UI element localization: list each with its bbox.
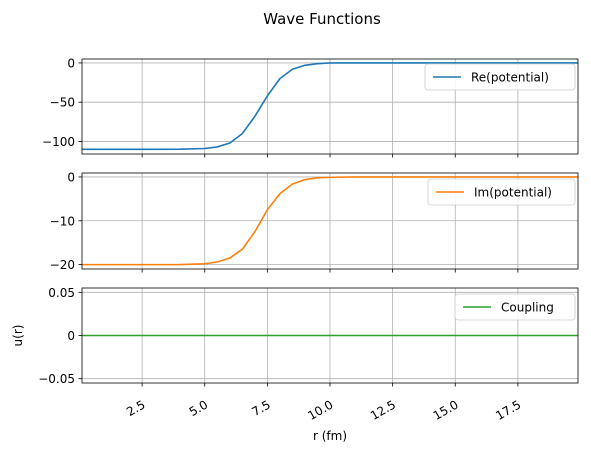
legend: Re(potential) (424, 63, 576, 91)
legend: Coupling (454, 293, 576, 321)
legend-label: Re(potential) (471, 71, 549, 85)
axes-frame (81, 58, 579, 155)
y-tick-label: 0 (67, 56, 75, 70)
y-tick-label: −100 (42, 135, 75, 149)
x-tick-label: 2.5 (124, 397, 148, 419)
y-tick-label: −50 (50, 96, 75, 110)
x-tick-label: 15.0 (431, 397, 461, 422)
x-tick-label: 7.5 (249, 397, 273, 419)
series-line (82, 62, 578, 151)
subplot-3: 2.5 5.0 7.5 10.0 12.5 15.0 17.5 0.05 0 −0.05 Coupl… (11, 286, 579, 443)
legend-label: Im(potential) (474, 186, 552, 200)
series-line (82, 176, 578, 266)
y-tick-label: −0.05 (38, 372, 75, 386)
y-tick-label: 0.05 (48, 286, 75, 300)
legend-label: Coupling (501, 301, 554, 315)
y-tick-label: −20 (50, 258, 75, 272)
legend-frame (424, 63, 576, 91)
legend: Im(potential) (427, 178, 576, 206)
subplots: 0 −50 −100 Re(potential) 0 −10 −20 Im(potential… (11, 56, 579, 443)
legend-frame (427, 178, 576, 206)
legend-frame (454, 293, 576, 321)
x-axis-label: r (fm) (313, 429, 347, 443)
y-tick-label: −10 (50, 214, 75, 228)
y-axis-label: u(r) (11, 325, 25, 347)
x-tick-label: 12.5 (368, 397, 398, 422)
x-tick-label: 10.0 (305, 397, 335, 422)
y-tick-label: 0 (67, 329, 75, 343)
subplot-1: 0 −50 −100 Re(potential) (42, 56, 579, 158)
axes-frame (81, 172, 579, 270)
axes-frame (81, 287, 579, 384)
figure-title: Wave Functions (263, 10, 381, 28)
subplot-2: 0 −10 −20 Im(potential) (50, 170, 579, 273)
x-tick-label: 5.0 (187, 397, 211, 419)
x-tick-label: 17.5 (493, 397, 523, 422)
y-tick-label: 0 (67, 170, 75, 184)
